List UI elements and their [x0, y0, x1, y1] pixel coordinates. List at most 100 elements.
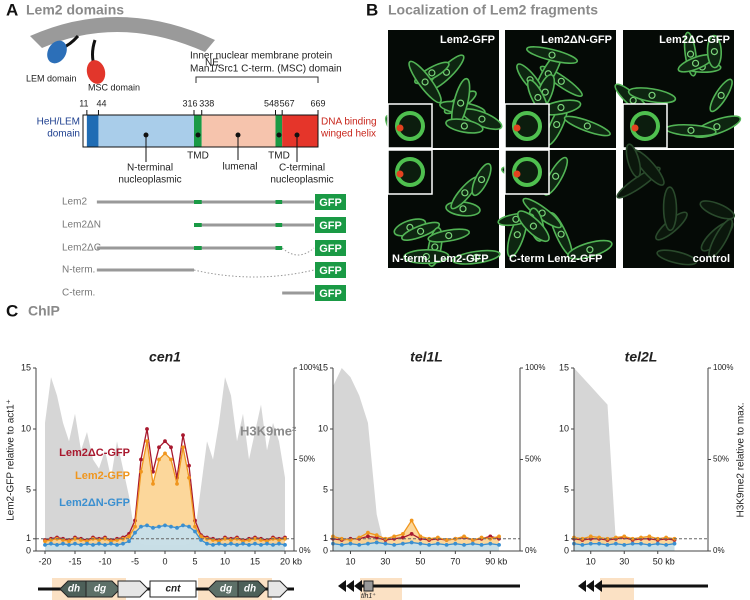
data-point [630, 536, 635, 541]
data-point [103, 543, 107, 547]
repeat-label: dh [244, 584, 256, 595]
data-point [151, 525, 155, 530]
y-tick-label: 5 [323, 484, 328, 494]
domain-segment [201, 115, 276, 147]
data-point [339, 536, 344, 541]
data-point [418, 541, 423, 546]
construct-label: C-term. [62, 288, 95, 299]
data-point [55, 543, 59, 547]
data-point [115, 543, 119, 547]
y-tick-label: 10 [559, 423, 569, 433]
data-point [647, 543, 652, 547]
data-point [655, 541, 660, 546]
inset-nucleus [512, 157, 542, 187]
x-tick-label: -10 [98, 556, 111, 566]
repeat-label: dg [94, 584, 106, 595]
micrographs: Lem2-GFP Lem2ΔN-GFP Lem2ΔC-GFP N-term. Lem2… [384, 30, 742, 268]
region-label: nucleoplasmic [118, 175, 181, 186]
repeat [85, 580, 121, 598]
x-tick-label: 30 [619, 556, 629, 566]
image-label: Lem2-GFP [440, 34, 495, 46]
y-tick-label: 1 [26, 533, 31, 543]
data-point [374, 540, 379, 545]
construct-label: N-term. [62, 265, 95, 276]
data-point [605, 536, 610, 541]
y2-tick-label: 0% [525, 546, 537, 555]
inset-nucleus [512, 111, 542, 141]
nucleus [457, 99, 465, 107]
pointer-dot [294, 132, 300, 138]
nucleus [477, 175, 486, 184]
residue-number: 44 [96, 98, 106, 108]
region-label: TMD [268, 151, 290, 162]
tmd-mark [275, 223, 283, 227]
nucleus [583, 122, 591, 130]
data-point [462, 534, 466, 539]
data-point [193, 524, 197, 529]
cen1-schematic: dh dg cnt dg dh [38, 578, 294, 600]
domain-outline [82, 114, 319, 148]
x-tick-label: -20 [38, 556, 51, 566]
construct-label: Lem2ΔN [62, 220, 101, 231]
gfp-label: GFP [319, 220, 342, 232]
region-label: TMD [187, 151, 209, 162]
data-point [175, 482, 179, 486]
deleted-region [193, 269, 315, 278]
data-point [187, 475, 191, 480]
series-fill [45, 525, 285, 551]
gfp-label: GFP [319, 265, 342, 277]
data-point [181, 523, 185, 528]
tel2l-schematic [578, 578, 708, 600]
nucleus [459, 205, 467, 213]
nucleus [687, 126, 695, 134]
data-point [497, 534, 501, 539]
image-label: control [693, 253, 730, 265]
nucleus [686, 50, 695, 58]
data-point [597, 541, 602, 546]
data-point [133, 524, 137, 529]
data-point [435, 541, 440, 546]
y2-tick-label: 100% [713, 363, 733, 372]
nucleus [460, 122, 468, 130]
data-point [366, 530, 370, 535]
series-name: Lem2-GFP [75, 470, 130, 482]
repeat [117, 580, 149, 598]
cell [401, 221, 441, 241]
gfp-label: GFP [319, 197, 342, 209]
image-label: C-term Lem2-GFP [509, 253, 603, 265]
data-point [488, 541, 493, 546]
repeat-label: dh [68, 584, 80, 595]
data-point [588, 541, 593, 546]
data-point [235, 543, 239, 547]
heh-label: domain [47, 129, 80, 140]
repeat-label: cnt [166, 584, 182, 595]
data-point [169, 457, 173, 462]
x-tick-label: 10 [586, 556, 596, 566]
nucleus [553, 120, 561, 129]
region-label: lumenal [222, 162, 257, 173]
pointer-dot [143, 132, 149, 138]
pointer-dot [195, 132, 201, 138]
pointer-dot [276, 132, 282, 138]
y-tick-label: 15 [21, 362, 31, 372]
cell [516, 210, 550, 243]
nucleus [713, 123, 721, 131]
y2-tick-label: 0% [299, 546, 311, 555]
gfp-box [315, 217, 346, 233]
data-point [672, 541, 677, 546]
data-point [217, 541, 221, 546]
residue-number: 548 [264, 98, 279, 108]
y-tick-label: 10 [318, 423, 328, 433]
data-point [205, 541, 209, 546]
cell [709, 78, 733, 113]
nucleus [513, 231, 521, 239]
tmd-mark [275, 200, 283, 204]
chart-title: tel1L [410, 349, 443, 365]
data-point [49, 541, 53, 546]
data-point [622, 543, 627, 547]
data-point [630, 541, 635, 546]
cell [408, 60, 442, 104]
gfp-label: GFP [319, 288, 342, 300]
